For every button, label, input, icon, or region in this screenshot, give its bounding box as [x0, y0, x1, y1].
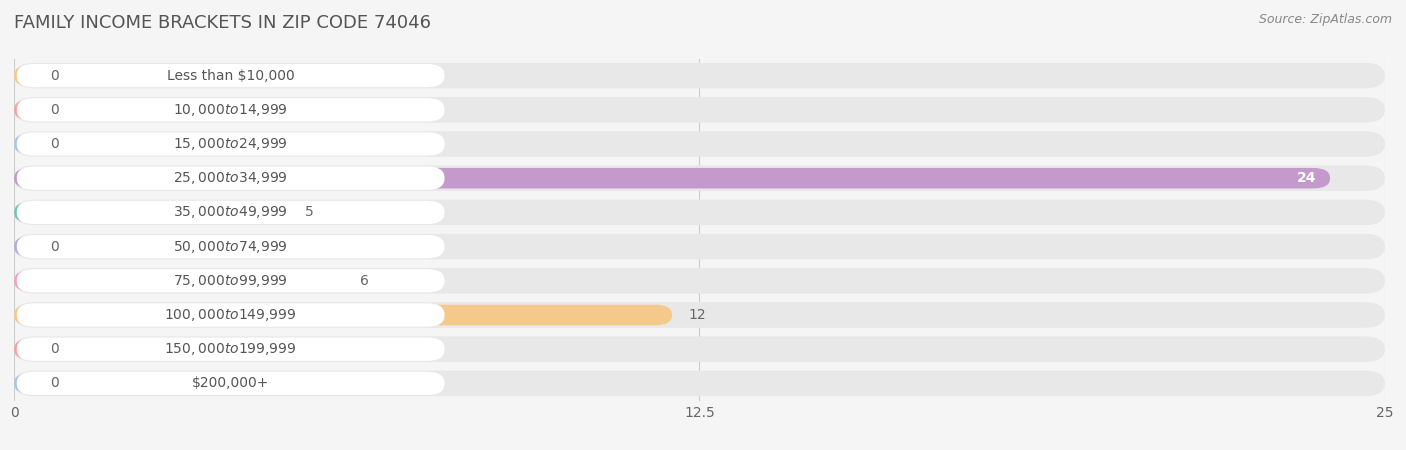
- FancyBboxPatch shape: [14, 65, 42, 86]
- FancyBboxPatch shape: [14, 270, 343, 291]
- FancyBboxPatch shape: [17, 303, 444, 327]
- Text: 24: 24: [1296, 171, 1316, 185]
- FancyBboxPatch shape: [14, 99, 42, 120]
- Text: $100,000 to $149,999: $100,000 to $149,999: [165, 307, 297, 323]
- FancyBboxPatch shape: [14, 371, 1385, 396]
- Text: 5: 5: [305, 205, 314, 220]
- Text: $15,000 to $24,999: $15,000 to $24,999: [173, 136, 288, 152]
- Text: $25,000 to $34,999: $25,000 to $34,999: [173, 170, 288, 186]
- FancyBboxPatch shape: [14, 373, 42, 394]
- FancyBboxPatch shape: [14, 302, 1385, 328]
- FancyBboxPatch shape: [14, 166, 1385, 191]
- FancyBboxPatch shape: [17, 372, 444, 395]
- Text: $150,000 to $199,999: $150,000 to $199,999: [165, 341, 297, 357]
- Text: 6: 6: [360, 274, 368, 288]
- FancyBboxPatch shape: [14, 337, 1385, 362]
- FancyBboxPatch shape: [14, 268, 1385, 294]
- Text: Less than $10,000: Less than $10,000: [167, 68, 294, 83]
- Text: $75,000 to $99,999: $75,000 to $99,999: [173, 273, 288, 289]
- FancyBboxPatch shape: [17, 132, 444, 156]
- FancyBboxPatch shape: [17, 98, 444, 122]
- Text: 0: 0: [49, 342, 59, 356]
- FancyBboxPatch shape: [17, 201, 444, 224]
- FancyBboxPatch shape: [14, 236, 42, 257]
- FancyBboxPatch shape: [14, 97, 1385, 122]
- FancyBboxPatch shape: [14, 202, 288, 223]
- Text: Source: ZipAtlas.com: Source: ZipAtlas.com: [1258, 14, 1392, 27]
- FancyBboxPatch shape: [17, 64, 444, 87]
- FancyBboxPatch shape: [17, 338, 444, 361]
- FancyBboxPatch shape: [14, 63, 1385, 88]
- Text: $10,000 to $14,999: $10,000 to $14,999: [173, 102, 288, 118]
- FancyBboxPatch shape: [14, 134, 42, 154]
- Text: 0: 0: [49, 239, 59, 254]
- Text: 12: 12: [689, 308, 706, 322]
- Text: 0: 0: [49, 376, 59, 391]
- FancyBboxPatch shape: [17, 235, 444, 258]
- Text: 0: 0: [49, 68, 59, 83]
- FancyBboxPatch shape: [17, 166, 444, 190]
- FancyBboxPatch shape: [14, 339, 42, 360]
- Text: $50,000 to $74,999: $50,000 to $74,999: [173, 238, 288, 255]
- FancyBboxPatch shape: [17, 269, 444, 292]
- Text: FAMILY INCOME BRACKETS IN ZIP CODE 74046: FAMILY INCOME BRACKETS IN ZIP CODE 74046: [14, 14, 432, 32]
- FancyBboxPatch shape: [14, 305, 672, 325]
- FancyBboxPatch shape: [14, 200, 1385, 225]
- Text: $35,000 to $49,999: $35,000 to $49,999: [173, 204, 288, 220]
- FancyBboxPatch shape: [14, 234, 1385, 259]
- FancyBboxPatch shape: [14, 131, 1385, 157]
- Text: 0: 0: [49, 103, 59, 117]
- Text: 0: 0: [49, 137, 59, 151]
- FancyBboxPatch shape: [14, 168, 1330, 189]
- Text: $200,000+: $200,000+: [193, 376, 270, 391]
